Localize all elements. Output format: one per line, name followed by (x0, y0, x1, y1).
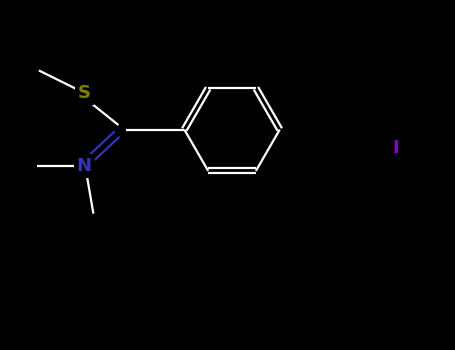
Text: S: S (78, 84, 91, 102)
Text: N: N (77, 157, 92, 175)
Text: I: I (392, 139, 399, 157)
